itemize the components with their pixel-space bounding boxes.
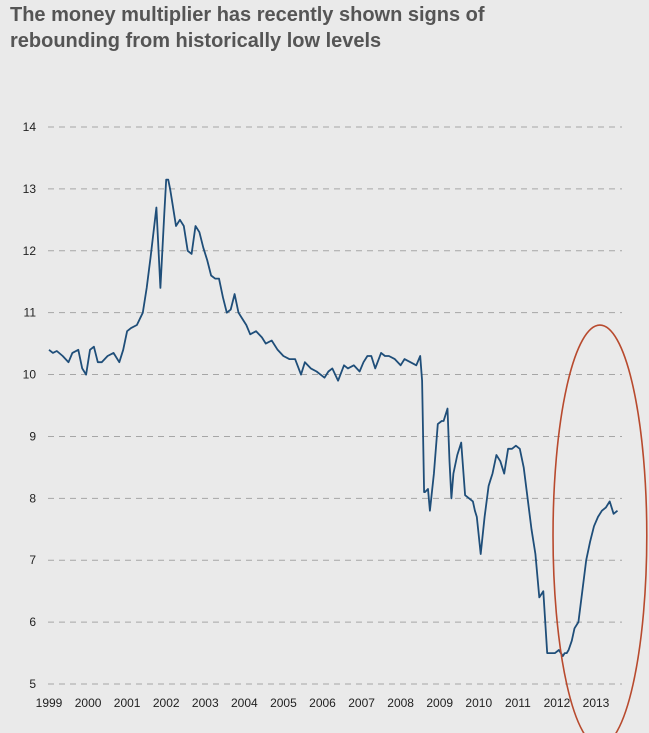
x-tick-label: 2011 <box>505 696 531 710</box>
x-tick-label: 2006 <box>309 696 336 710</box>
x-tick-label: 2012 <box>544 696 571 710</box>
x-tick-label: 1999 <box>36 696 63 710</box>
y-tick-label: 11 <box>24 306 37 320</box>
y-tick-label: 9 <box>29 429 36 443</box>
y-tick-label: 13 <box>23 182 37 196</box>
gridlines <box>48 126 622 685</box>
money-multiplier-line <box>48 178 619 657</box>
y-axis-tick-labels: 5 6 7 8 9 10 11 12 13 14 <box>23 120 37 691</box>
x-tick-label: 2010 <box>465 696 492 710</box>
x-tick-label: 2007 <box>348 696 375 710</box>
chart-title: The money multiplier has recently shown … <box>10 4 485 52</box>
x-tick-label: 2001 <box>114 696 141 710</box>
y-tick-label: 6 <box>29 615 36 629</box>
x-tick-label: 2009 <box>426 696 453 710</box>
rebound-highlight-ellipse <box>552 324 648 733</box>
y-tick-label: 5 <box>29 677 36 691</box>
y-tick-label: 7 <box>29 553 36 567</box>
y-tick-label: 8 <box>29 491 36 505</box>
x-tick-label: 2000 <box>75 696 102 710</box>
x-axis-tick-labels: 1999 2000 2001 2002 2003 2004 2005 2006 2007 2008… <box>36 696 610 710</box>
y-tick-label: 12 <box>23 244 37 258</box>
x-tick-label: 2008 <box>387 696 414 710</box>
x-tick-label: 2004 <box>231 696 258 710</box>
y-tick-label: 14 <box>23 120 37 134</box>
x-tick-label: 2002 <box>153 696 180 710</box>
x-tick-label: 2013 <box>583 696 610 710</box>
y-tick-label: 10 <box>23 368 37 382</box>
x-tick-label: 2005 <box>270 696 297 710</box>
x-tick-label: 2003 <box>192 696 219 710</box>
